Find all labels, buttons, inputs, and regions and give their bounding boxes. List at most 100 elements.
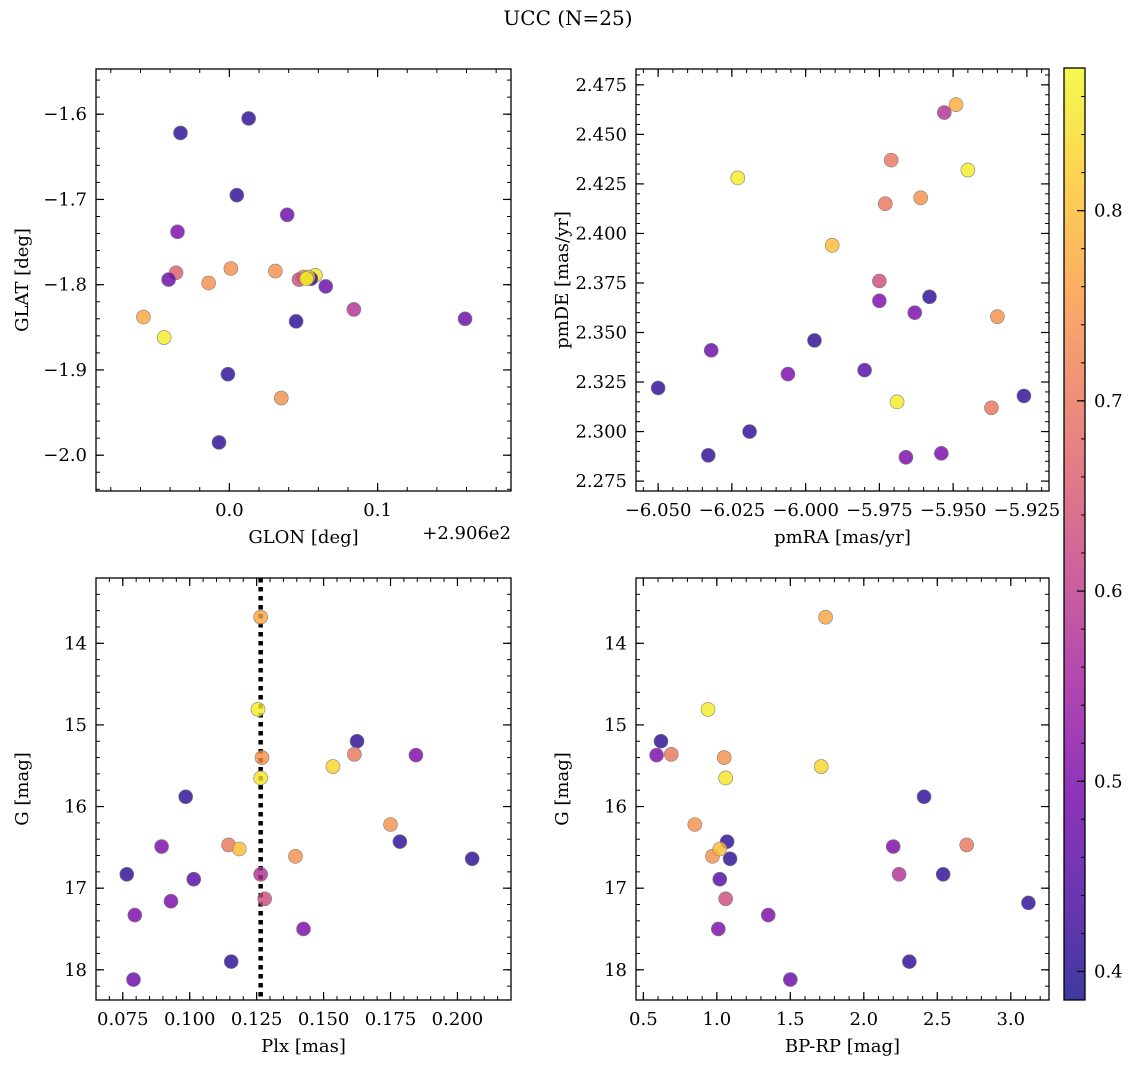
data-point bbox=[257, 891, 272, 907]
panel-pmra-pmde: −6.050 −6.025 −6.000 −5.975 −5.950 −5.925 2.27… bbox=[552, 68, 1060, 548]
data-point bbox=[687, 817, 703, 832]
data-point bbox=[253, 866, 268, 882]
data-point bbox=[250, 702, 266, 717]
colorbar-tick-label: 0.4 bbox=[1094, 961, 1123, 982]
y-tick-label: 2.450 bbox=[575, 124, 627, 145]
y-tick-label: 15 bbox=[64, 715, 87, 736]
data-point bbox=[877, 196, 893, 212]
y-tick-label: 14 bbox=[64, 633, 87, 654]
data-point bbox=[913, 190, 928, 206]
data-point bbox=[718, 891, 733, 907]
data-point bbox=[1016, 388, 1032, 404]
x-tick-label: 0.175 bbox=[365, 1009, 417, 1030]
data-point bbox=[959, 837, 974, 853]
data-point bbox=[934, 446, 949, 461]
x-tick-label: −5.950 bbox=[920, 500, 987, 521]
y-tick-label: 2.475 bbox=[575, 75, 627, 96]
data-point bbox=[457, 311, 473, 327]
data-point bbox=[711, 921, 726, 937]
data-point bbox=[288, 849, 303, 864]
data-point bbox=[296, 921, 311, 937]
data-point bbox=[936, 105, 952, 120]
x-tick-label: 1.0 bbox=[703, 1009, 732, 1030]
x-tick-label: 0.150 bbox=[298, 1009, 350, 1030]
data-point bbox=[223, 261, 239, 276]
data-point bbox=[990, 309, 1005, 324]
figure-title: UCC (N=25) bbox=[503, 6, 633, 30]
x-tick-label: −6.050 bbox=[625, 500, 692, 521]
y-tick-label: −1.8 bbox=[43, 275, 87, 296]
data-point bbox=[161, 272, 176, 287]
data-point bbox=[649, 747, 664, 763]
data-point bbox=[653, 733, 669, 749]
data-point bbox=[818, 609, 833, 625]
x-tick-label: 1.5 bbox=[776, 1009, 805, 1030]
data-point bbox=[273, 390, 289, 406]
panel-plx-g: 0.075 0.100 0.125 0.150 0.175 0.200 14 15 16 17 18… bbox=[12, 577, 512, 1057]
data-point bbox=[288, 314, 304, 329]
data-point bbox=[960, 162, 976, 178]
y-tick-label: 2.275 bbox=[575, 471, 627, 492]
data-point bbox=[349, 733, 365, 749]
data-point bbox=[231, 841, 247, 857]
axes-frame bbox=[635, 68, 1050, 492]
data-point bbox=[813, 759, 829, 774]
x-tick-label: 0.125 bbox=[231, 1009, 283, 1030]
x-offset-label: +2.906e2 bbox=[422, 523, 511, 544]
data-point bbox=[700, 448, 716, 463]
data-point bbox=[984, 400, 999, 416]
y-axis-label: G [mag] bbox=[552, 752, 573, 825]
data-point bbox=[156, 330, 172, 345]
x-tick-label: 0.075 bbox=[97, 1009, 149, 1030]
colorbar-tick-label: 0.8 bbox=[1094, 201, 1123, 222]
colorbar-tick-label: 0.6 bbox=[1094, 581, 1123, 602]
data-point bbox=[223, 954, 239, 969]
x-tick-label: 2.5 bbox=[923, 1009, 952, 1030]
data-point bbox=[857, 362, 872, 378]
x-tick-label: 0.1 bbox=[363, 500, 392, 521]
y-tick-label: 2.350 bbox=[575, 323, 627, 344]
x-axis-label: Plx [mas] bbox=[261, 1036, 346, 1057]
data-point bbox=[318, 279, 334, 294]
colorbar: 0.4 0.5 0.6 0.7 0.8 bbox=[1063, 67, 1123, 1001]
data-point bbox=[907, 305, 923, 320]
data-point bbox=[891, 866, 907, 882]
data-point bbox=[119, 866, 135, 882]
x-tick-label: 0.200 bbox=[432, 1009, 484, 1030]
x-tick-label: −6.025 bbox=[699, 500, 766, 521]
data-point bbox=[742, 424, 757, 439]
panel-glon-glat: 0.0 0.1 −1.6 −1.7 −1.8 −1.9 −2.0 GLON [deg] GLAT… bbox=[12, 68, 512, 548]
data-point bbox=[883, 152, 899, 168]
data-point bbox=[154, 839, 169, 854]
data-point bbox=[201, 275, 216, 291]
y-tick-label: −2.0 bbox=[43, 445, 87, 466]
data-point bbox=[383, 817, 398, 832]
data-point bbox=[922, 289, 937, 305]
data-point bbox=[253, 770, 268, 786]
data-point bbox=[716, 750, 732, 765]
data-point bbox=[824, 238, 840, 253]
y-tick-label: 2.400 bbox=[575, 223, 627, 244]
colorbar-gradient bbox=[1064, 68, 1085, 1000]
data-point bbox=[186, 871, 202, 887]
y-tick-label: −1.6 bbox=[43, 104, 87, 125]
data-point bbox=[268, 263, 283, 279]
y-tick-label: 16 bbox=[604, 797, 627, 818]
data-point bbox=[347, 747, 362, 762]
x-tick-label: −6.000 bbox=[772, 500, 839, 521]
data-point bbox=[253, 609, 268, 625]
axes-frame bbox=[635, 577, 1050, 1001]
colorbar-tick-label: 0.5 bbox=[1094, 771, 1123, 792]
data-point bbox=[902, 954, 917, 969]
y-tick-label: 14 bbox=[604, 633, 627, 654]
axes-frame bbox=[95, 68, 512, 492]
y-axis-label: G [mag] bbox=[12, 752, 33, 825]
data-point bbox=[700, 702, 716, 717]
y-tick-label: 2.375 bbox=[575, 273, 627, 294]
x-tick-label: 0.100 bbox=[164, 1009, 216, 1030]
colorbar-tick-label: 0.7 bbox=[1094, 391, 1123, 412]
x-tick-label: 3.0 bbox=[996, 1009, 1025, 1030]
y-tick-label: 17 bbox=[604, 878, 627, 899]
data-point bbox=[170, 224, 185, 240]
